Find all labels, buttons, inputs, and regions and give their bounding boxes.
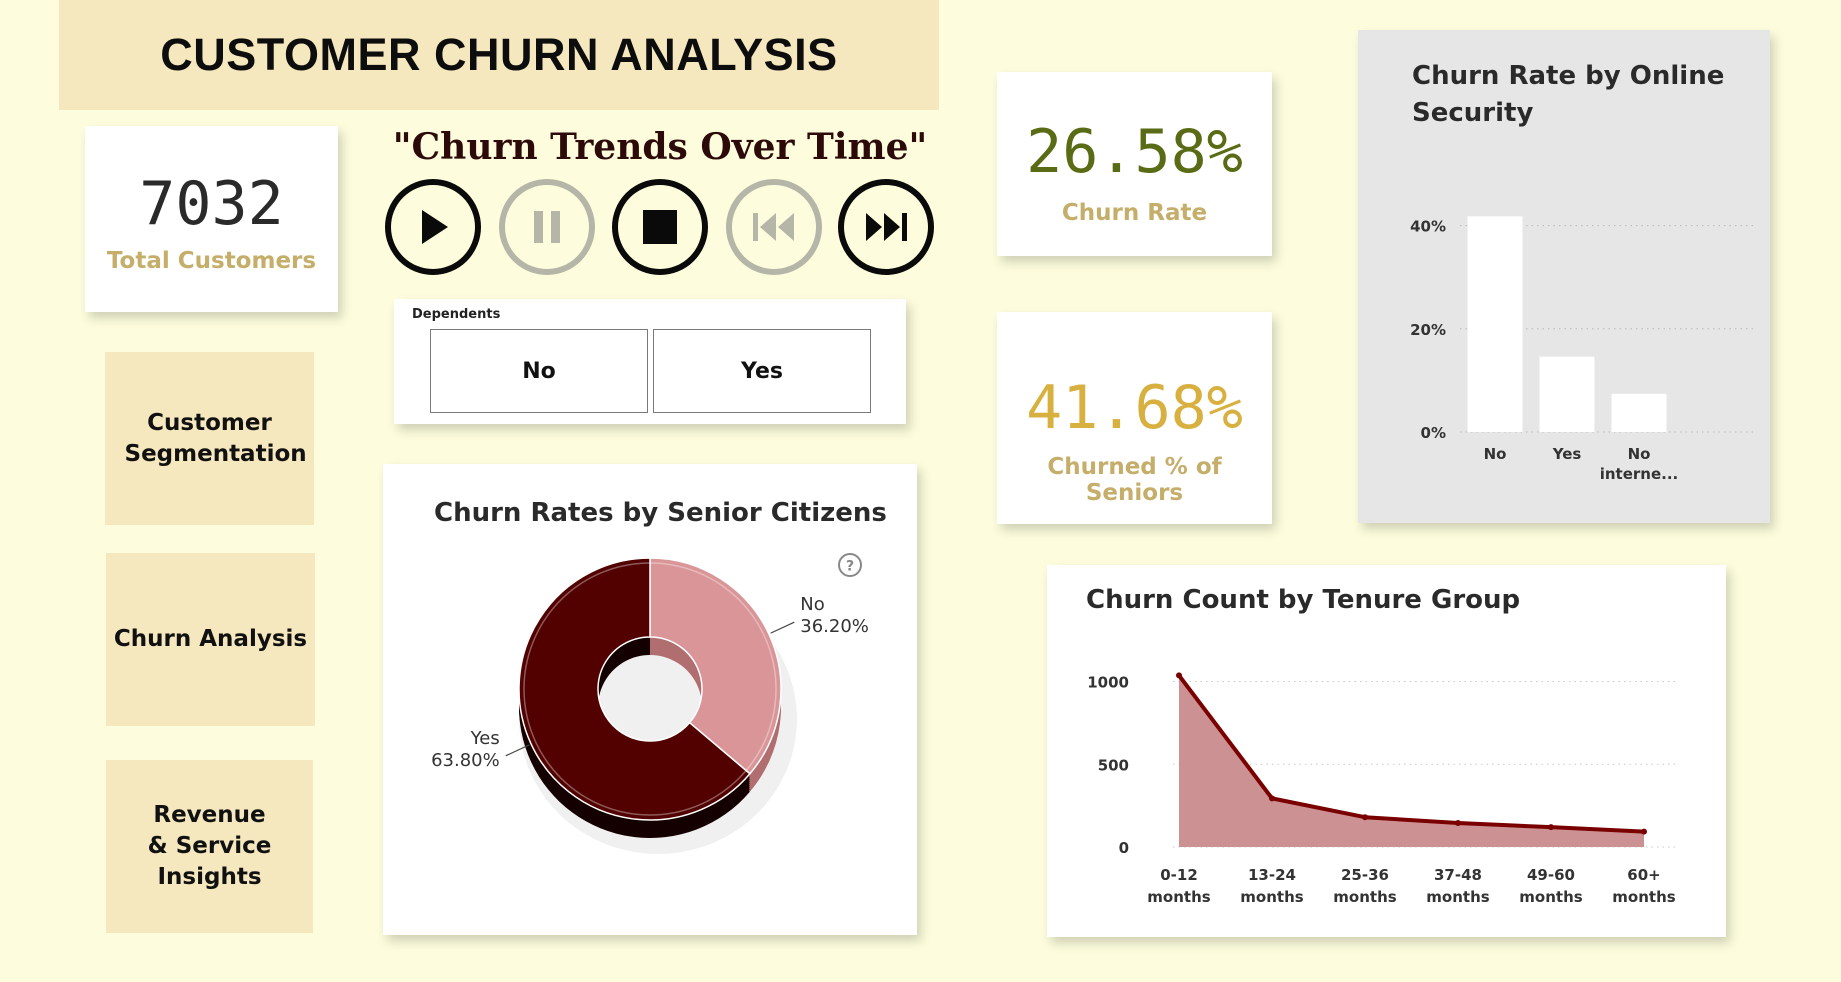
area-y-tick-label: 0 [1119, 839, 1129, 857]
bar-y-tick-label: 40% [1410, 218, 1446, 236]
bar-1[interactable] [1467, 216, 1523, 432]
play-icon [422, 210, 448, 244]
nav-churn-analysis-label: Churn Analysis [113, 626, 308, 652]
bar-y-tick-label: 0% [1421, 424, 1446, 442]
total-customers-card: 7032 Total Customers [85, 126, 338, 312]
help-icon[interactable]: ? [835, 550, 865, 580]
area-chart: 0 500 1000 0-12 months 13-24 months 25-36 months… [1087, 672, 1677, 906]
nav-revenue-service-insights-label: Revenue & Service Insights [147, 802, 272, 890]
area-point[interactable] [1641, 828, 1647, 835]
donut-label-name: No [800, 594, 824, 615]
area-y-tick-label: 500 [1098, 756, 1129, 774]
bar-2[interactable] [1539, 356, 1595, 432]
nav-customer-segmentation-button[interactable]: Customer Segmentation [105, 352, 314, 525]
area-chart-title: Churn Count by Tenure Group [1086, 585, 1521, 615]
area-y-tick-label: 1000 [1087, 674, 1129, 692]
slicer-option-yes[interactable]: Yes [653, 329, 871, 413]
next-button[interactable] [838, 179, 934, 275]
donut-chart-title: Churn Rates by Senior Citizens [434, 498, 887, 528]
bar-chart: 0% 20% 40% No Yes No interne... [1410, 216, 1754, 483]
area-x-tick-label: 25-36 months [1333, 866, 1396, 906]
skip-back-icon [753, 213, 794, 241]
nav-customer-segmentation-label: Customer Segmentation [124, 409, 307, 467]
slicer-option-no[interactable]: No [430, 329, 648, 413]
playback-title: "Churn Trends Over Time" [392, 126, 928, 168]
play-button[interactable] [385, 179, 481, 275]
bar-x-tick-label: No [1484, 445, 1507, 463]
churned-seniors-card: 41.68% Churned % of Seniors [997, 312, 1272, 524]
dependents-slicer: Dependents No Yes [394, 299, 906, 424]
area-point[interactable] [1176, 672, 1182, 679]
bar-x-tick-label: Yes [1552, 445, 1582, 463]
slicer-label: Dependents [412, 307, 501, 322]
page-title: CUSTOMER CHURN ANALYSIS [160, 29, 838, 80]
donut-slice-no[interactable] [649, 557, 782, 775]
area-x-tick-label: 37-48 months [1426, 866, 1489, 906]
area-x-tick-label: 49-60 months [1519, 866, 1582, 906]
churn-rate-label: Churn Rate [1061, 200, 1208, 226]
area-x-tick-label: 0-12 months [1147, 866, 1210, 906]
nav-revenue-service-insights-button[interactable]: Revenue & Service Insights [106, 760, 313, 933]
area-point[interactable] [1548, 824, 1554, 831]
churn-rate-card: 26.58% Churn Rate [997, 72, 1272, 256]
churned-seniors-value: 41.68% [1026, 373, 1243, 443]
area-x-tick-label: 13-24 months [1240, 866, 1303, 906]
area-point[interactable] [1269, 795, 1275, 802]
skip-forward-icon [866, 213, 907, 241]
bar-y-tick-label: 20% [1410, 321, 1446, 339]
pause-icon [534, 211, 560, 243]
donut-leader-line [505, 744, 530, 757]
donut-leader-line [770, 621, 795, 634]
stop-button[interactable] [612, 179, 708, 275]
bar-3[interactable] [1611, 393, 1667, 432]
nav-churn-analysis-button[interactable]: Churn Analysis [106, 553, 315, 726]
donut-slice-yes[interactable] [518, 557, 751, 821]
title-banner: CUSTOMER CHURN ANALYSIS [59, 0, 939, 110]
tenure-chart-card: Churn Count by Tenure Group 0 500 1000 0-12… [1047, 565, 1726, 937]
area-point[interactable] [1362, 814, 1368, 821]
bar-x-tick-label: No interne... [1600, 445, 1679, 483]
donut-label-value: 36.20% [800, 616, 869, 637]
donut-label-name: Yes [470, 728, 500, 749]
total-customers-label: Total Customers [106, 248, 317, 274]
churn-rate-value: 26.58% [1026, 117, 1243, 187]
bar-chart-title: Churn Rate by Online Security [1412, 61, 1725, 128]
stop-icon [643, 210, 677, 244]
pause-button[interactable] [499, 179, 595, 275]
donut-highlight-ring [523, 562, 777, 816]
donut-label-value: 63.80% [431, 750, 500, 771]
area-point[interactable] [1455, 820, 1461, 827]
svg-text:?: ? [846, 559, 854, 575]
area-x-tick-label: 60+ months [1612, 866, 1675, 906]
area-line [1177, 674, 1645, 834]
previous-button[interactable] [726, 179, 822, 275]
total-customers-value: 7032 [139, 169, 284, 239]
senior-citizens-chart-card: Churn Rates by Senior Citizens ? No 36.20… [383, 464, 917, 935]
churned-seniors-label: Churned % of Seniors [1047, 454, 1222, 506]
online-security-chart-card: Churn Rate by Online Security 0% 20% 40% No… [1358, 30, 1770, 523]
